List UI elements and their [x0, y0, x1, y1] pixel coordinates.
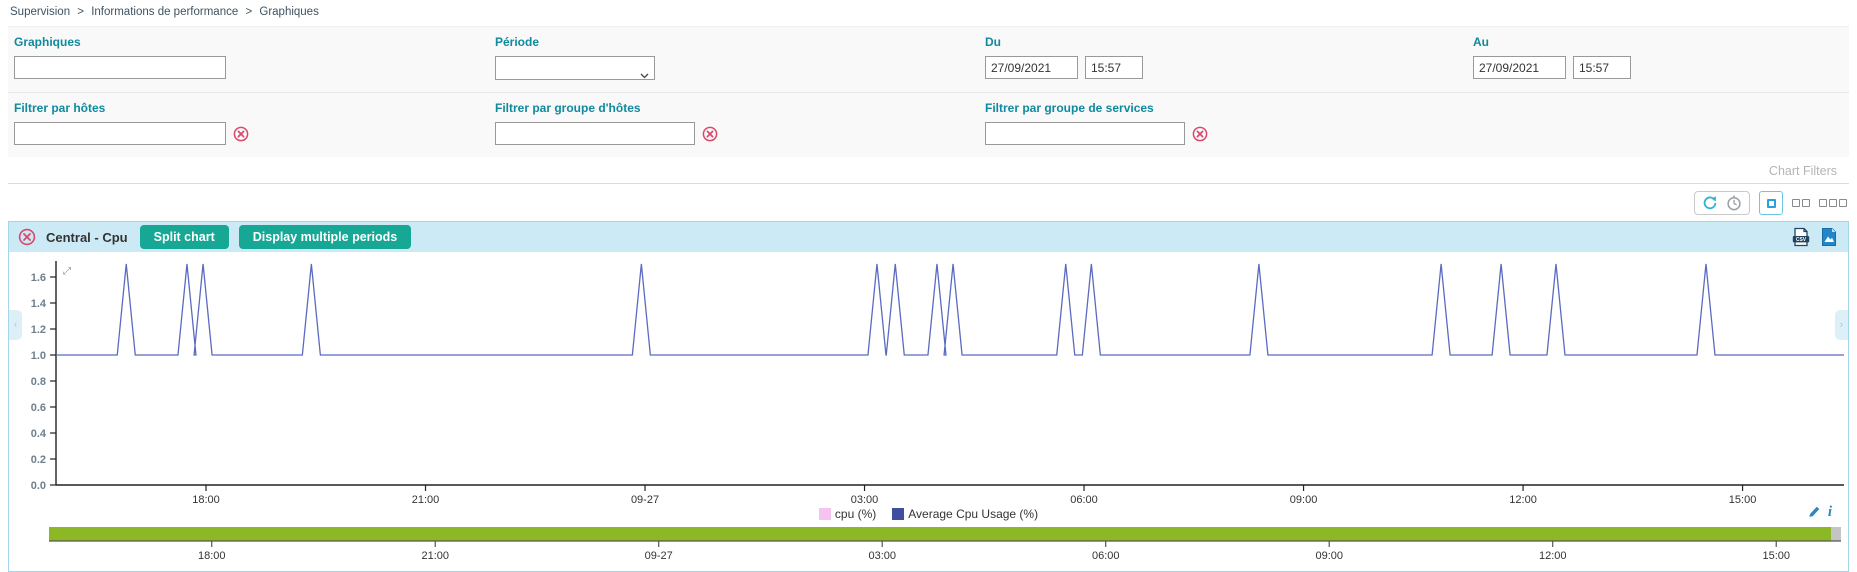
breadcrumb-item-performance[interactable]: Informations de performance	[91, 6, 239, 18]
chart-area: 0.0 0.2 0.4 0.6 0.8 1.0 1.2 1.4 1.6 18:00 21:00 09-…	[9, 252, 1848, 565]
filter-servicegroups-input[interactable]	[985, 122, 1185, 145]
svg-text:03:00: 03:00	[851, 494, 879, 506]
legend-item-average-cpu-usage[interactable]: Average Cpu Usage (%)	[892, 507, 1038, 521]
svg-text:09:00: 09:00	[1315, 550, 1343, 562]
cpu-chart-plot[interactable]: 0.0 0.2 0.4 0.6 0.8 1.0 1.2 1.4 1.6 18:00 21:00 09-…	[9, 257, 1848, 507]
svg-text:21:00: 21:00	[421, 550, 449, 562]
square-icon	[1819, 199, 1827, 207]
export-csv-icon[interactable]: CSV	[1791, 227, 1811, 247]
svg-text:CSV: CSV	[1796, 237, 1807, 243]
svg-text:09-27: 09-27	[631, 494, 659, 506]
clock-icon[interactable]	[1726, 195, 1742, 211]
square-icon	[1792, 199, 1800, 207]
svg-text:1.6: 1.6	[31, 272, 46, 284]
square-icon	[1802, 199, 1810, 207]
legend-label: Average Cpu Usage (%)	[908, 507, 1039, 521]
from-label: Du	[985, 35, 1001, 49]
chart-legend: cpu (%) Average Cpu Usage (%) i	[9, 505, 1848, 523]
breadcrumb-separator: >	[245, 6, 253, 18]
svg-text:15:00: 15:00	[1762, 550, 1790, 562]
to-label: Au	[1473, 35, 1489, 49]
chart-filters-bar: Chart Filters	[8, 157, 1849, 184]
svg-text:0.6: 0.6	[31, 402, 46, 414]
clear-hostgroups-filter-icon[interactable]	[702, 126, 718, 142]
period-label: Période	[495, 35, 540, 49]
timeline-slider[interactable]: 18:00 21:00 09-27 03:00 06:00 09:00 12:00 15:00	[9, 525, 1848, 565]
chart-filters-label[interactable]: Chart Filters	[1768, 164, 1837, 178]
svg-text:1.4: 1.4	[31, 298, 47, 310]
breadcrumb-separator: >	[77, 6, 85, 18]
cpu-series-swatch	[818, 508, 831, 520]
graphs-input[interactable]	[14, 56, 226, 79]
annotation-pencil-icon[interactable]	[1807, 505, 1821, 519]
filter-hostgroups-input[interactable]	[495, 122, 695, 145]
average-cpu-series-swatch	[892, 508, 905, 520]
svg-text:0.4: 0.4	[31, 428, 47, 440]
shift-period-right-button[interactable]: ›	[1835, 310, 1848, 340]
svg-text:1.0: 1.0	[31, 350, 46, 362]
from-time-input[interactable]	[1085, 56, 1143, 79]
from-date-input[interactable]	[985, 56, 1078, 79]
chart-toolbar	[10, 191, 1847, 215]
chart-card: Central - Cpu Split chart Display multip…	[8, 221, 1849, 572]
filter-panel: Graphiques Période Du	[8, 26, 1849, 157]
filter-hosts-label: Filtrer par hôtes	[14, 101, 106, 115]
layout-one-chart-per-row-button[interactable]	[1759, 191, 1783, 215]
svg-text:0.0: 0.0	[31, 480, 46, 492]
remove-chart-icon[interactable]	[18, 228, 36, 246]
svg-text:18:00: 18:00	[198, 550, 226, 562]
svg-text:18:00: 18:00	[192, 494, 220, 506]
layout-three-charts-per-row-button[interactable]	[1819, 199, 1847, 207]
export-image-icon[interactable]	[1819, 227, 1839, 247]
refresh-icon[interactable]	[1702, 195, 1718, 211]
one-square-icon	[1766, 198, 1776, 208]
svg-text:0.2: 0.2	[31, 454, 46, 466]
svg-text:06:00: 06:00	[1070, 494, 1098, 506]
svg-text:09-27: 09-27	[645, 550, 673, 562]
to-time-input[interactable]	[1573, 56, 1631, 79]
chart-title: Central - Cpu	[46, 229, 128, 245]
svg-text:0.8: 0.8	[31, 376, 46, 388]
split-chart-button[interactable]: Split chart	[139, 225, 229, 249]
layout-two-charts-per-row-button[interactable]	[1792, 199, 1810, 207]
filter-hosts-input[interactable]	[14, 122, 226, 145]
period-select-control[interactable]	[496, 57, 654, 79]
svg-text:12:00: 12:00	[1539, 550, 1567, 562]
svg-text:15:00: 15:00	[1729, 494, 1757, 506]
svg-text:09:00: 09:00	[1290, 494, 1318, 506]
svg-text:1.2: 1.2	[31, 324, 46, 336]
legend-item-cpu[interactable]: cpu (%)	[818, 507, 877, 521]
breadcrumb-item-graphiques[interactable]: Graphiques	[259, 6, 319, 18]
filter-hostgroups-label: Filtrer par groupe d'hôtes	[495, 101, 641, 115]
refresh-period-group	[1694, 191, 1750, 215]
shift-period-left-button[interactable]: ‹	[9, 310, 22, 340]
filter-servicegroups-label: Filtrer par groupe de services	[985, 101, 1154, 115]
display-multiple-periods-button[interactable]: Display multiple periods	[238, 225, 412, 249]
info-icon[interactable]: i	[1827, 504, 1832, 520]
chart-card-header: Central - Cpu Split chart Display multip…	[9, 222, 1848, 252]
breadcrumb: Supervision > Informations de performanc…	[0, 0, 1857, 22]
plot-zoom-icon: ⤢	[63, 266, 71, 277]
to-date-input[interactable]	[1473, 56, 1566, 79]
legend-label: cpu (%)	[834, 507, 877, 521]
period-select[interactable]	[495, 56, 655, 80]
square-icon	[1829, 199, 1837, 207]
clear-hosts-filter-icon[interactable]	[233, 126, 249, 142]
svg-text:03:00: 03:00	[868, 550, 896, 562]
breadcrumb-item-supervision[interactable]: Supervision	[10, 6, 71, 18]
square-icon	[1839, 199, 1847, 207]
svg-text:12:00: 12:00	[1509, 494, 1537, 506]
graphs-label: Graphiques	[14, 35, 81, 49]
svg-text:06:00: 06:00	[1092, 550, 1120, 562]
svg-text:21:00: 21:00	[412, 494, 440, 506]
clear-servicegroups-filter-icon[interactable]	[1192, 126, 1208, 142]
